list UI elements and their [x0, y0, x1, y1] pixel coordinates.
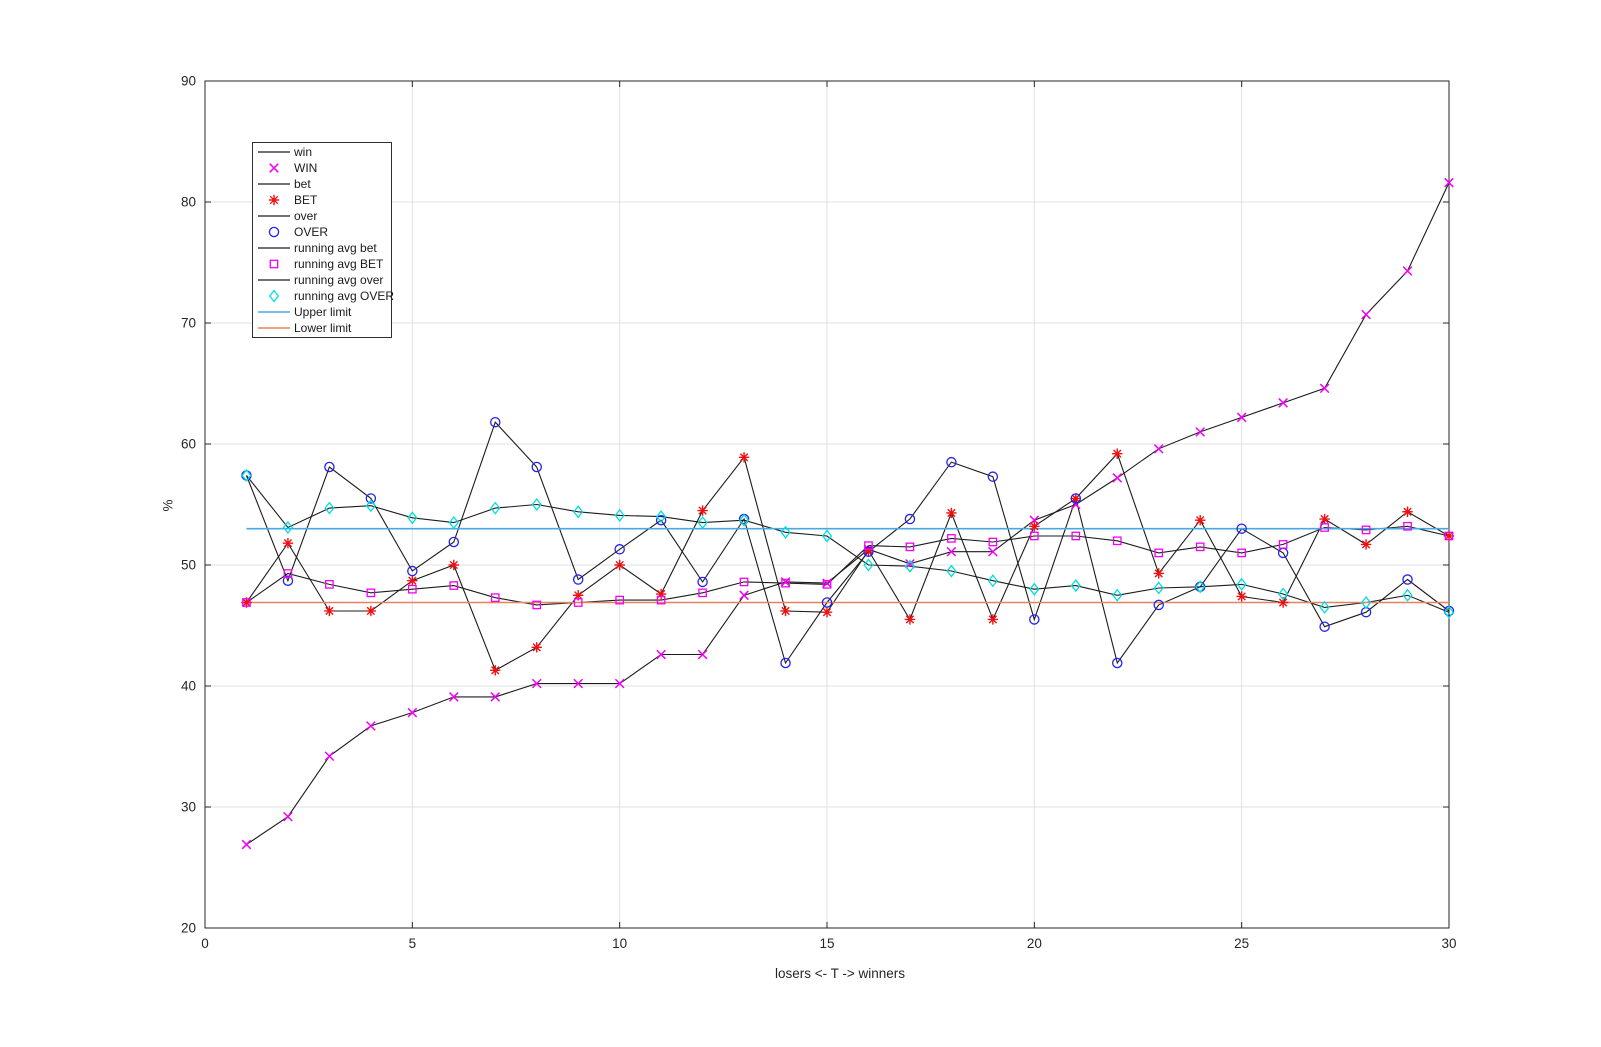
series-markers-BET [241, 448, 1455, 676]
series-markers-running-avg-OVER [241, 468, 1455, 619]
legend-square-marker-sample [269, 259, 279, 269]
x-tick-label: 10 [612, 936, 627, 951]
x-tick-label: 5 [409, 936, 417, 951]
legend-diamond-marker-sample [268, 289, 280, 303]
legend-label: running avg over [294, 273, 384, 287]
legend-item-WIN: WIN [253, 160, 391, 176]
y-axis-label: % [160, 499, 176, 512]
y-tick-label: 30 [181, 800, 196, 815]
y-tick-label: 90 [181, 74, 196, 89]
legend-label: running avg bet [294, 241, 377, 255]
legend-label: over [294, 209, 318, 223]
legend-line-sample [258, 327, 290, 329]
y-tick-label: 80 [181, 195, 196, 210]
x-axis-label: losers <- T -> winners [774, 966, 906, 981]
legend-item-running-avg-BET: running avg BET [253, 256, 391, 272]
legend-item-running-avg-bet: running avg bet [253, 240, 391, 256]
legend-label: Lower limit [294, 321, 352, 335]
legend-line-sample [258, 183, 290, 185]
series-lines [245, 182, 1450, 845]
y-tick-label: 20 [181, 921, 196, 936]
series-markers [241, 177, 1455, 850]
legend-circle-marker-sample [268, 226, 280, 238]
legend-line-sample [258, 311, 290, 313]
x-tick-label: 25 [1234, 936, 1249, 951]
legend-asterisk-marker-sample [268, 194, 280, 206]
legend-label: running avg BET [294, 257, 384, 271]
legend-item-OVER: OVER [253, 224, 391, 240]
legend-item-lower-limit: Lower limit [253, 320, 391, 336]
legend-label: OVER [294, 225, 329, 239]
series-line-running-avg-over [246, 475, 1450, 613]
legend-item-win: win [253, 144, 391, 160]
gridlines [204, 80, 1450, 929]
series-markers-OVER [241, 416, 1455, 669]
tick-marks [204, 80, 1450, 929]
legend-line-sample [258, 215, 290, 217]
legend-label: running avg OVER [294, 289, 395, 303]
series-markers-running-avg-BET [242, 521, 1454, 610]
legend-label: win [294, 145, 313, 159]
series-line-win [246, 182, 1450, 845]
legend-line-sample [258, 151, 290, 153]
x-tick-label: 20 [1027, 936, 1042, 951]
series-line-over [245, 421, 1450, 665]
legend-label: bet [294, 177, 311, 191]
legend-item-upper-limit: Upper limit [253, 304, 391, 320]
legend-item-over: over [253, 208, 391, 224]
legend-label: BET [294, 193, 318, 207]
y-tick-label: 60 [181, 437, 196, 452]
series-line-bet [246, 452, 1450, 672]
x-tick-label: 15 [819, 936, 834, 951]
legend-x-marker-sample [269, 163, 279, 173]
y-tick-label: 50 [181, 558, 196, 573]
legend-item-running-avg-over: running avg over [253, 272, 391, 288]
legend-item-BET: BET [253, 192, 391, 208]
legend-label: Upper limit [294, 305, 352, 319]
tick-labels: 0 5 10 15 20 25 30 20 30 40 50 60 70 80 90 [181, 74, 1457, 952]
legend-label: WIN [294, 161, 318, 175]
series-markers-WIN [241, 177, 1454, 850]
legend-box: win WIN bet BET over OVER running avg be… [252, 142, 395, 338]
y-tick-label: 40 [181, 679, 196, 694]
legend-line-sample [258, 247, 290, 249]
legend-item-running-avg-OVER: running avg OVER [253, 288, 395, 304]
x-tick-label: 30 [1441, 936, 1456, 951]
x-tick-label: 0 [201, 936, 209, 951]
legend-line-sample [258, 279, 290, 281]
legend-item-bet: bet [253, 176, 391, 192]
series-line-running-avg-bet [246, 525, 1450, 606]
y-tick-label: 70 [181, 316, 196, 331]
